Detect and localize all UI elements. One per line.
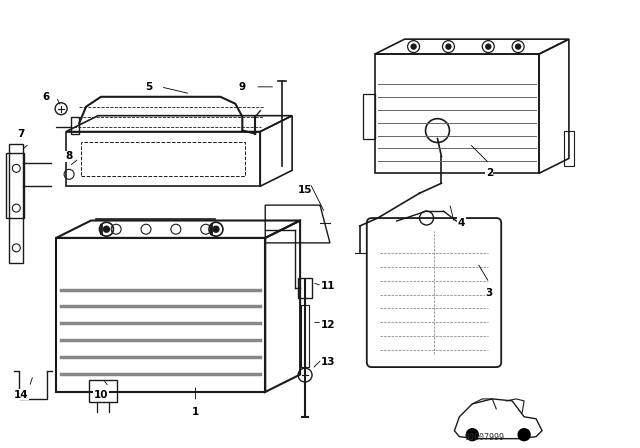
Text: 10: 10 <box>93 390 108 400</box>
Bar <box>301 306 309 367</box>
Text: 3: 3 <box>486 288 493 297</box>
Bar <box>6 154 24 218</box>
Text: 1: 1 <box>192 407 199 417</box>
Circle shape <box>411 44 416 49</box>
Text: 14: 14 <box>14 390 29 400</box>
Circle shape <box>467 429 478 441</box>
Bar <box>564 131 574 166</box>
Circle shape <box>518 429 530 441</box>
Bar <box>375 54 539 173</box>
Bar <box>66 132 260 186</box>
Text: 7: 7 <box>18 129 25 138</box>
Text: 9: 9 <box>239 82 246 92</box>
Bar <box>81 142 245 177</box>
Bar <box>56 238 265 392</box>
Text: 6: 6 <box>43 92 50 102</box>
Bar <box>363 94 375 138</box>
Circle shape <box>516 44 520 49</box>
Text: 8: 8 <box>65 151 73 161</box>
Text: 2: 2 <box>486 168 493 178</box>
Text: 11: 11 <box>321 280 335 291</box>
Circle shape <box>446 44 451 49</box>
Circle shape <box>104 226 109 232</box>
Text: 13: 13 <box>321 357 335 367</box>
Bar <box>89 380 117 402</box>
Text: 15: 15 <box>298 185 312 195</box>
Text: 5: 5 <box>145 82 152 92</box>
Text: 4: 4 <box>458 218 465 228</box>
Bar <box>298 278 312 297</box>
Text: 12: 12 <box>321 320 335 330</box>
Circle shape <box>486 44 491 49</box>
Text: 00C07999: 00C07999 <box>464 433 504 442</box>
Circle shape <box>213 226 219 232</box>
